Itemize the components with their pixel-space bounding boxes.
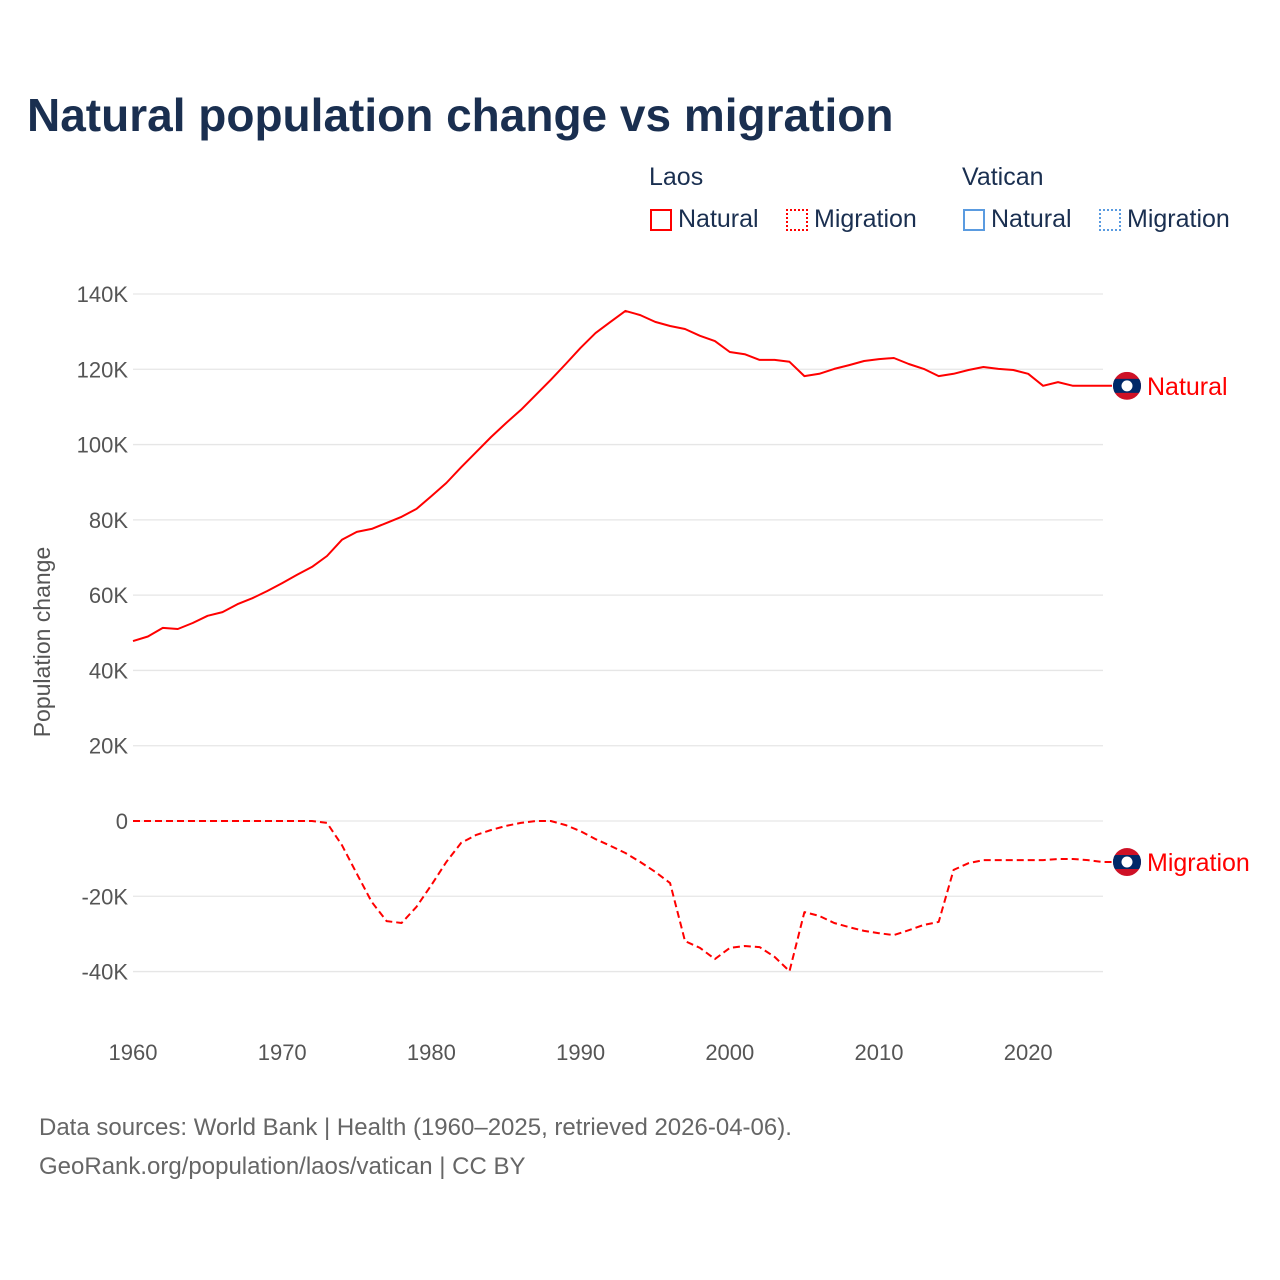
y-axis-label: Population change bbox=[29, 547, 55, 738]
x-tick-label: 1980 bbox=[407, 1040, 456, 1065]
y-tick-label: 20K bbox=[89, 734, 128, 759]
y-tick-label: 120K bbox=[77, 357, 129, 382]
legend-swatch-dotted bbox=[1099, 208, 1121, 231]
legend-swatch-solid bbox=[963, 208, 985, 231]
legend-vatican-natural[interactable]: Natural bbox=[963, 205, 1072, 234]
legend-label: Migration bbox=[814, 205, 917, 233]
laos-flag-icon bbox=[1113, 848, 1141, 877]
y-tick-label: 40K bbox=[89, 658, 128, 683]
x-tick-label: 1960 bbox=[109, 1040, 158, 1065]
legend-vatican-migration[interactable]: Migration bbox=[1099, 205, 1230, 234]
source-note: Data sources: World Bank | Health (1960–… bbox=[39, 1108, 792, 1186]
y-tick-label: 140K bbox=[77, 282, 129, 307]
y-tick-label: 0 bbox=[116, 809, 128, 834]
legend-label: Natural bbox=[678, 205, 759, 233]
chart-title: Natural population change vs migration bbox=[27, 89, 894, 141]
legend-swatch-solid bbox=[650, 208, 672, 231]
y-tick-label: 100K bbox=[77, 433, 129, 458]
y-tick-label: -40K bbox=[82, 960, 129, 985]
legend-laos-migration[interactable]: Migration bbox=[786, 205, 917, 234]
legend-label: Natural bbox=[991, 205, 1072, 233]
series-line-natural bbox=[132, 309, 1112, 643]
series-end-label: Natural bbox=[1147, 373, 1228, 401]
source-url[interactable]: GeoRank.org/population/laos/vatican | CC… bbox=[39, 1153, 526, 1180]
series-line-migration bbox=[133, 820, 1112, 973]
legend-group-laos: Laos bbox=[649, 163, 704, 191]
y-tick-label: -20K bbox=[82, 884, 129, 909]
x-tick-label: 2010 bbox=[855, 1040, 904, 1065]
x-tick-label: 2000 bbox=[705, 1040, 754, 1065]
x-tick-label: 2020 bbox=[1004, 1040, 1053, 1065]
y-tick-label: 80K bbox=[89, 508, 128, 533]
laos-flag-icon bbox=[1113, 371, 1141, 400]
legend-label: Migration bbox=[1127, 205, 1230, 233]
x-tick-label: 1990 bbox=[556, 1040, 605, 1065]
legend-laos-natural[interactable]: Natural bbox=[650, 205, 759, 234]
x-tick-label: 1970 bbox=[258, 1040, 307, 1065]
source-line: Data sources: World Bank | Health (1960–… bbox=[39, 1114, 792, 1141]
series-end-label: Migration bbox=[1147, 849, 1250, 877]
legend-group-vatican: Vatican bbox=[962, 163, 1044, 191]
y-tick-label: 60K bbox=[89, 583, 128, 608]
legend-swatch-dotted bbox=[786, 208, 808, 231]
